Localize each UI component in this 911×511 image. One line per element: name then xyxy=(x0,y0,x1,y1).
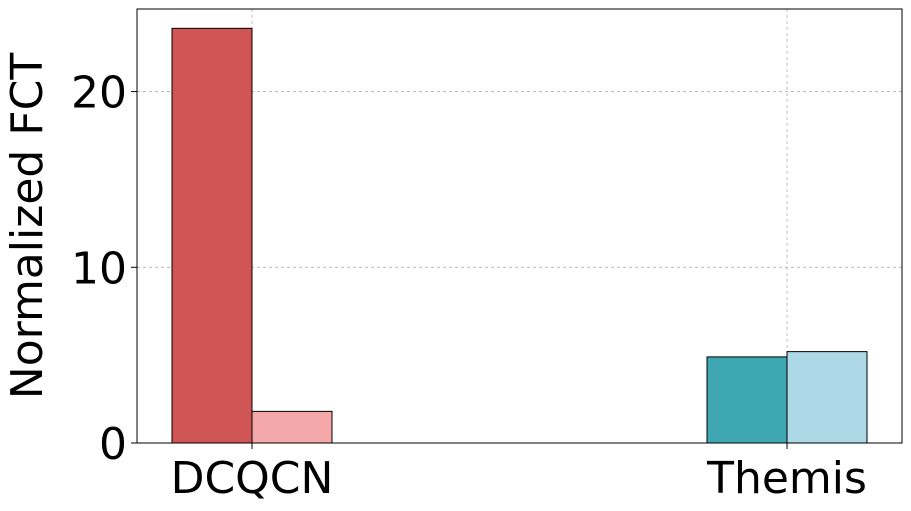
y-tick-label: 10 xyxy=(71,243,127,294)
bar-dcqcn-1 xyxy=(171,27,253,444)
x-axis: DCQCN Themis xyxy=(171,443,867,504)
bar-themis-2 xyxy=(786,351,868,444)
plot-frame xyxy=(136,8,903,444)
y-axis: 0 10 20 xyxy=(71,68,137,470)
x-tick-label: Themis xyxy=(706,453,867,504)
y-axis-title: Normalized FCT xyxy=(2,53,53,400)
bars xyxy=(171,27,868,444)
y-tick-label: 0 xyxy=(99,419,127,470)
x-tick-label: DCQCN xyxy=(171,453,334,504)
bar-themis-1 xyxy=(706,356,788,444)
y-tick-label: 20 xyxy=(71,68,127,119)
bar-dcqcn-2 xyxy=(251,410,333,444)
